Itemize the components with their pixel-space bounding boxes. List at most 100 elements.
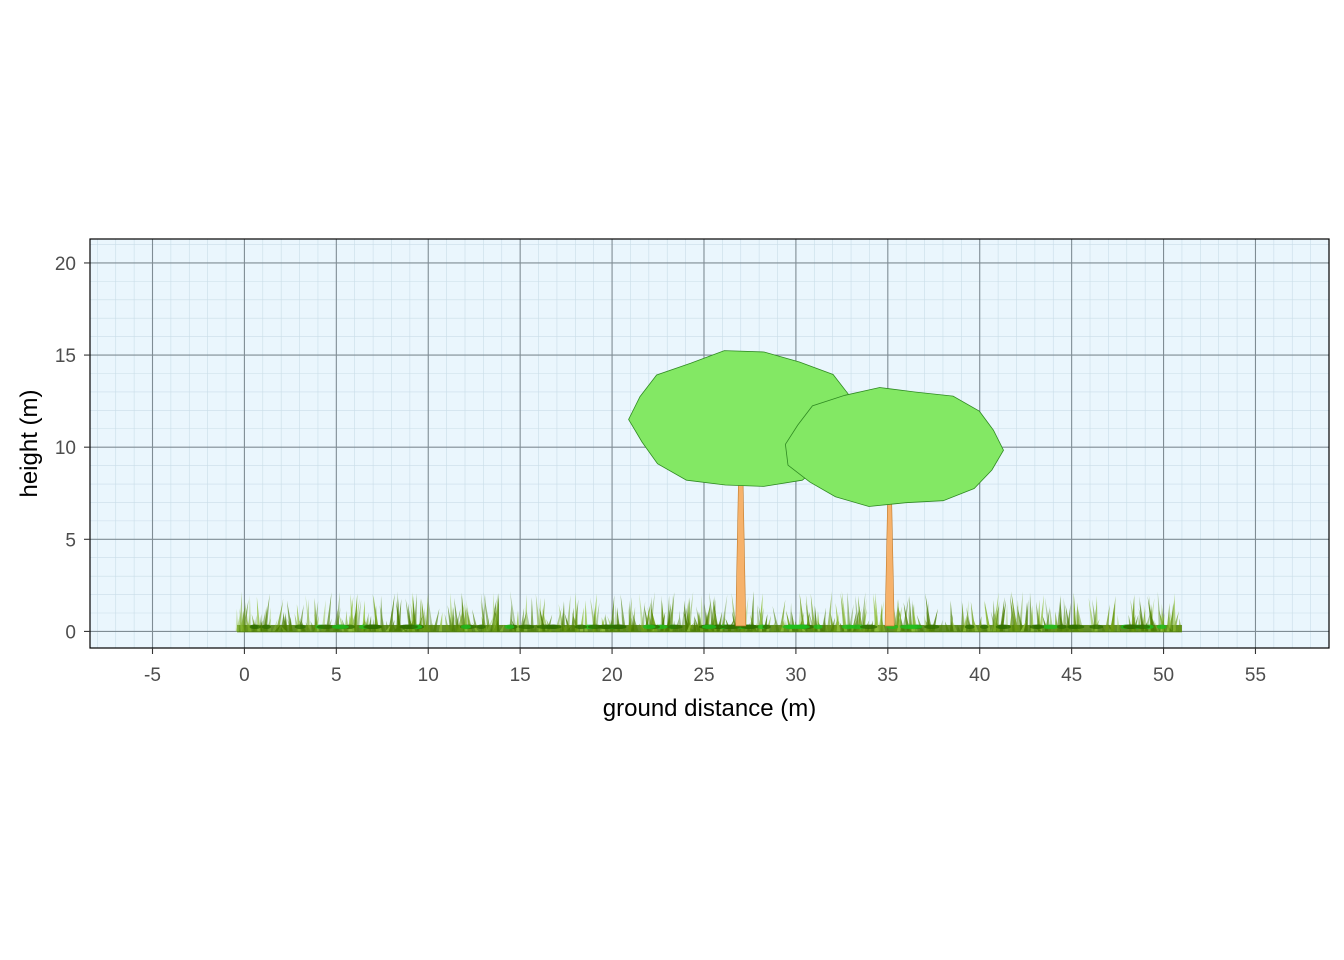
grass-blade (457, 604, 465, 632)
grass-blade (427, 623, 433, 632)
grass-blade (305, 598, 310, 632)
tree-crown (784, 387, 1004, 507)
grass-blade (944, 621, 950, 632)
grass-blade (314, 613, 320, 632)
grass-blade (639, 593, 645, 632)
grass-blade (408, 613, 416, 632)
grass-tuft (964, 624, 975, 630)
grass-blade (1016, 599, 1020, 632)
y-tick-label: 20 (55, 254, 76, 275)
grass-blade (1178, 618, 1183, 632)
grass-blade (1009, 594, 1016, 632)
y-axis-title: height (m) (16, 389, 43, 497)
grass-blade (1130, 598, 1135, 632)
grass-blade (960, 602, 965, 632)
grass-blade (421, 598, 427, 632)
grass-blade (1056, 594, 1061, 632)
grass-tuft (251, 624, 261, 630)
grass-tuft (574, 624, 588, 630)
x-tick-label: 30 (785, 665, 806, 686)
grass-blade (480, 593, 487, 632)
grass-blade (853, 605, 860, 632)
grass-blade (386, 620, 390, 632)
grass-blade (727, 618, 735, 632)
grass-tuft (907, 624, 923, 630)
grass-tuft (795, 624, 810, 630)
grass-blade (848, 604, 854, 632)
grass-tuft (1156, 624, 1167, 630)
grass-blade (984, 601, 991, 632)
grass-blade (610, 595, 615, 632)
grass-blade (805, 594, 811, 632)
grass-blade (1139, 601, 1145, 632)
grass-blade (235, 614, 240, 632)
grass-tuft (1033, 624, 1045, 630)
grass-blade (1131, 594, 1135, 632)
grass-blade (453, 608, 461, 632)
grass-blade (1157, 591, 1162, 632)
grass-blade (925, 600, 929, 632)
grass-tuft (518, 624, 535, 630)
grass-blade (353, 593, 358, 632)
grass-blade (1065, 604, 1072, 632)
grass-tuft (1135, 624, 1151, 630)
grass-blade (390, 610, 396, 632)
grass-blade (901, 596, 909, 632)
grass-tuft (642, 624, 656, 630)
grass-blade (483, 592, 491, 632)
grass-blade (540, 598, 546, 632)
grass-blade (1144, 610, 1152, 632)
x-tick-label: 5 (331, 665, 342, 686)
tree-2 (784, 387, 1004, 627)
grass-blade (1158, 609, 1166, 632)
grass-blade (1169, 601, 1174, 632)
grass-blade (419, 598, 423, 632)
grass-blade (260, 609, 266, 632)
grass-blade (809, 612, 816, 632)
grass-blade (772, 606, 780, 632)
grass-blade (349, 610, 357, 632)
x-tick-label: 55 (1245, 665, 1266, 686)
grass-blade (389, 619, 395, 632)
grass-blade (719, 616, 726, 632)
grass-tuft (924, 624, 940, 630)
grass-blade (1073, 592, 1077, 632)
grass-blade (1038, 594, 1044, 632)
grass-blade (713, 599, 717, 632)
x-tick-label: 10 (418, 665, 439, 686)
grass-blade (1166, 614, 1173, 632)
grass-blade (1116, 614, 1121, 632)
grass-blade (355, 600, 362, 632)
grass-tuft (331, 624, 349, 630)
grass-blade (821, 607, 827, 632)
grass-blade (533, 623, 537, 632)
grass-blade (925, 593, 932, 632)
grass-blade (1105, 604, 1110, 632)
grass-blade (780, 619, 785, 632)
grass-blade (799, 592, 806, 632)
grass-blade (1147, 595, 1155, 632)
grass-blade (280, 611, 285, 632)
grass-blade (325, 592, 332, 632)
grass-blade (835, 602, 841, 632)
grass-blade (713, 598, 719, 632)
grass-blade (669, 593, 674, 632)
grass-blade (765, 615, 771, 632)
grass-blade (972, 617, 979, 632)
grass-blade (1005, 604, 1009, 632)
grass-blade (810, 593, 816, 632)
grass-blade (363, 612, 369, 632)
grass-tuft (504, 624, 515, 630)
grass-blade (898, 607, 905, 632)
grass-blade (492, 619, 499, 632)
y-axis: 0 5 10 15 20 (55, 254, 90, 643)
grass-blade (847, 591, 851, 632)
y-tick-label: 0 (65, 622, 76, 643)
grass-blade (680, 607, 685, 632)
grass-tuft (548, 624, 559, 630)
grass-blade (1166, 603, 1170, 632)
grass-tuft (841, 624, 855, 630)
grass-blade (566, 595, 571, 632)
grass-blade (893, 598, 900, 632)
grass-tuft (1123, 624, 1141, 630)
